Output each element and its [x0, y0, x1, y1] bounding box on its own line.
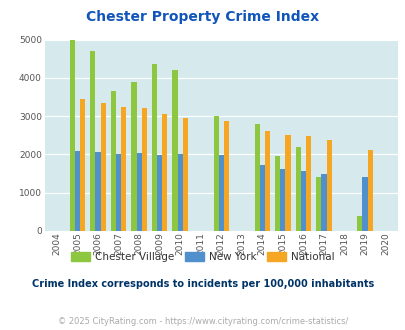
Bar — [177, 154, 182, 231]
Text: © 2025 CityRating.com - https://www.cityrating.com/crime-statistics/: © 2025 CityRating.com - https://www.city… — [58, 317, 347, 326]
Bar — [151, 64, 157, 231]
Bar — [305, 136, 310, 231]
Bar — [116, 154, 121, 231]
Bar — [254, 124, 259, 231]
Bar — [300, 171, 305, 231]
Text: Chester Property Crime Index: Chester Property Crime Index — [86, 10, 319, 24]
Bar — [95, 151, 100, 231]
Bar — [315, 178, 321, 231]
Bar — [100, 103, 105, 231]
Bar — [172, 70, 177, 231]
Text: Crime Index corresponds to incidents per 100,000 inhabitants: Crime Index corresponds to incidents per… — [32, 279, 373, 289]
Bar — [356, 216, 362, 231]
Bar — [90, 51, 95, 231]
Bar — [264, 131, 269, 231]
Bar — [80, 99, 85, 231]
Bar — [136, 153, 141, 231]
Bar — [362, 178, 367, 231]
Bar — [223, 121, 228, 231]
Bar — [321, 174, 326, 231]
Bar — [275, 156, 279, 231]
Bar — [121, 107, 126, 231]
Bar — [131, 82, 136, 231]
Bar — [157, 155, 162, 231]
Bar — [326, 140, 331, 231]
Bar — [218, 155, 223, 231]
Bar — [213, 116, 218, 231]
Bar — [367, 150, 372, 231]
Bar — [182, 118, 188, 231]
Legend: Chester Village, New York, National: Chester Village, New York, National — [67, 248, 338, 266]
Bar — [259, 165, 264, 231]
Bar — [162, 114, 167, 231]
Bar — [111, 91, 116, 231]
Bar — [141, 108, 147, 231]
Bar — [70, 40, 75, 231]
Bar — [285, 135, 290, 231]
Bar — [75, 150, 80, 231]
Bar — [279, 169, 285, 231]
Bar — [295, 147, 300, 231]
